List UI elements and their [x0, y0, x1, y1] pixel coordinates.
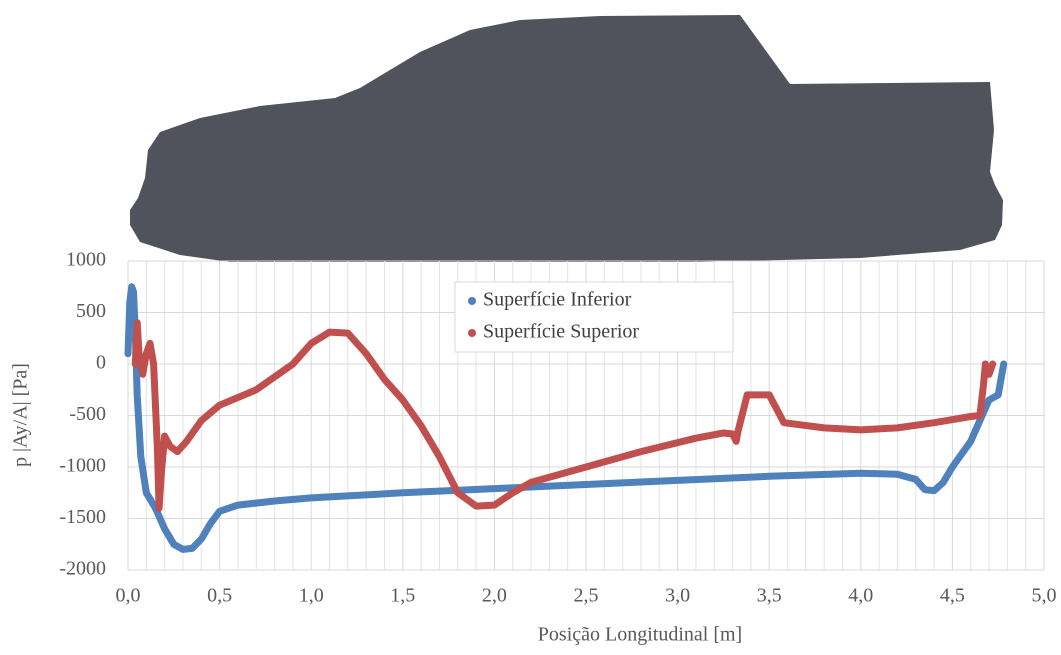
- series-trace: [124, 283, 1008, 553]
- x-tick-label: 1,5: [390, 585, 415, 607]
- legend-marker: [468, 329, 476, 337]
- legend-marker: [468, 297, 476, 305]
- y-tick-label: 1000: [66, 249, 106, 271]
- x-tick-label: 0,5: [207, 585, 232, 607]
- series-trace: [131, 319, 997, 512]
- y-tick-label: -1500: [59, 506, 106, 528]
- x-tick-label: 4,5: [940, 585, 965, 607]
- y-tick-label: -500: [69, 403, 106, 425]
- car-silhouette: [130, 15, 1003, 262]
- x-tick-label: 4,0: [848, 585, 873, 607]
- legend-label: Superfície Superior: [483, 321, 639, 343]
- x-tick-label: 0,0: [116, 585, 141, 607]
- x-tick-label: 2,5: [574, 585, 599, 607]
- x-tick-label: 3,0: [665, 585, 690, 607]
- plot-area: [127, 260, 1045, 571]
- x-tick-label: 5,0: [1032, 585, 1057, 607]
- x-tick-label: 3,5: [757, 585, 782, 607]
- x-tick-label: 1,0: [299, 585, 324, 607]
- legend-box: [454, 281, 734, 353]
- legend-label: Superfície Inferior: [483, 289, 632, 311]
- x-axis-title: Posição Longitudinal [m]: [538, 624, 742, 646]
- y-tick-label: 500: [76, 300, 106, 322]
- y-tick-label: -2000: [59, 558, 106, 580]
- y-tick-label: -1000: [59, 455, 106, 477]
- legend: Superfície Inferior Superfície Superior: [454, 281, 734, 353]
- y-axis-title: p |Ay/A| [Pa]: [10, 363, 32, 467]
- y-tick-label: 0: [96, 352, 106, 374]
- x-tick-label: 2,0: [482, 585, 507, 607]
